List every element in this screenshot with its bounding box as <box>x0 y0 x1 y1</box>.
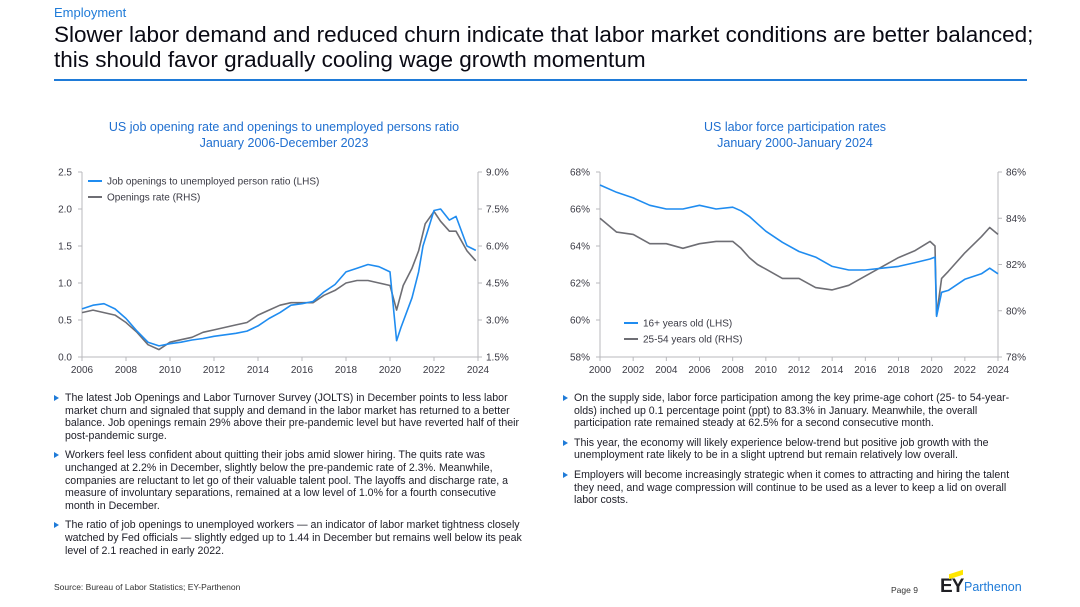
chart2-x-tick-label: 2024 <box>987 365 1010 376</box>
chart2-x-tick-label: 2022 <box>954 365 977 376</box>
chart2-x-tick-label: 2016 <box>854 365 877 376</box>
chart2-x-tick-label: 2014 <box>821 365 844 376</box>
chart2-series-1-line <box>599 184 999 318</box>
chart2-svg: 2000 2002 2004 2006 2008 2010 2012 2014 2016 2018… <box>570 168 1026 377</box>
chart2-x-tick-label: 2008 <box>722 365 745 376</box>
chart2-legend-label-1: 16+ years old (LHS) <box>643 319 732 330</box>
chart2-x-tick-label: 2012 <box>788 365 811 376</box>
chart2-y-right-tick-label: 78% <box>1006 353 1026 364</box>
ey-parthenon-logo: EY Parthenon <box>940 569 1030 598</box>
chart1-x-tick-label: 2014 <box>247 365 270 376</box>
chart1-y-right-tick-label: 7.5% <box>486 205 509 216</box>
chart1-x-tick-label: 2008 <box>115 365 138 376</box>
chart2-y-left-tick-label: 64% <box>570 242 590 253</box>
header-rule <box>54 79 1027 81</box>
chart1-title: US job opening rate and openings to unem… <box>108 120 460 134</box>
chart2-y-left-tick-label: 62% <box>570 279 590 290</box>
chart2-series-2-line <box>599 217 999 317</box>
chart1-x-tick-label: 2012 <box>203 365 226 376</box>
chart2-legend-label-2: 25-54 years old (RHS) <box>643 335 742 346</box>
chart2-y-left-tick-label: 58% <box>570 353 590 364</box>
chart1-y-right-tick-label: 6.0% <box>486 242 509 253</box>
chart2-x-tick-label: 2020 <box>921 365 944 376</box>
chart2-y-left-tick-label: 68% <box>570 168 590 179</box>
bullet-left-3: The ratio of job openings to unemployed … <box>54 519 524 557</box>
chart2-y-left-tick-label: 66% <box>570 205 590 216</box>
logo-brand: Parthenon <box>964 580 1022 594</box>
chart2-x-tick-label: 2000 <box>589 365 612 376</box>
bullet-right-2: This year, the economy will likely exper… <box>563 437 1028 462</box>
chart1-x-tick-label: 2006 <box>71 365 94 376</box>
chart1-x-tick-label: 2024 <box>467 365 490 376</box>
chart2-y-right-tick-label: 80% <box>1006 306 1026 317</box>
chart2-x-tick-label: 2002 <box>622 365 645 376</box>
bullets-right: On the supply side, labor force particip… <box>563 392 1028 514</box>
chart1-y-left-tick-label: 1.0 <box>58 279 72 290</box>
bullet-right-3: Employers will become increasingly strat… <box>563 469 1028 507</box>
page-number: Page 9 <box>891 585 918 595</box>
chart1-y-right-tick-label: 9.0% <box>486 168 509 179</box>
chart2-y-left-tick-label: 60% <box>570 316 590 327</box>
chart1-title-block: US job opening rate and openings to unem… <box>84 119 484 151</box>
chart1-svg: 2006 2008 2010 2012 2014 2016 2018 2020 2022 2024… <box>58 168 509 377</box>
chart1-legend-label-1: Job openings to unemployed person ratio … <box>107 177 319 188</box>
chart1-y-right-tick-label: 3.0% <box>486 316 509 327</box>
chart1-x-tick-label: 2022 <box>423 365 446 376</box>
chart1-y-left-tick-label: 0.0 <box>58 353 72 364</box>
chart1-y-left-tick-label: 1.5 <box>58 242 72 253</box>
chart1-y-right-tick-label: 4.5% <box>486 279 509 290</box>
chart2-x-tick-label: 2004 <box>655 365 678 376</box>
chart1-x-tick-label: 2020 <box>379 365 402 376</box>
chart2-title: US labor force participation rates <box>703 120 887 134</box>
chart1-y-left-tick-label: 0.5 <box>58 316 72 327</box>
source-note: Source: Bureau of Labor Statistics; EY-P… <box>54 582 241 592</box>
chart2-y-right-tick-label: 82% <box>1006 260 1026 271</box>
chart1-series-1-line <box>81 208 477 347</box>
chart1-subtitle: January 2006-December 2023 <box>199 136 369 150</box>
chart2-y-right-tick-label: 84% <box>1006 214 1026 225</box>
chart2-x-tick-label: 2006 <box>688 365 711 376</box>
chart2-title-block: US labor force participation rates Janua… <box>595 119 995 151</box>
logo-mark: EY <box>940 576 964 597</box>
chart1-x-tick-label: 2016 <box>291 365 314 376</box>
section-label: Employment <box>54 5 127 20</box>
chart2-y-right-tick-label: 86% <box>1006 168 1026 179</box>
chart2-x-tick-label: 2018 <box>887 365 910 376</box>
chart1-y-right-tick-label: 1.5% <box>486 353 509 364</box>
bullet-left-2: Workers feel less confident about quitti… <box>54 449 524 512</box>
chart1-series-2-line <box>81 210 477 351</box>
chart2-subtitle: January 2000-January 2024 <box>717 136 873 150</box>
chart1-y-left-tick-label: 2.0 <box>58 205 72 216</box>
bullets-left: The latest Job Openings and Labor Turnov… <box>54 392 524 564</box>
chart1-x-tick-label: 2018 <box>335 365 358 376</box>
page-headline: Slower labor demand and reduced churn in… <box>54 22 1034 72</box>
bullet-right-1: On the supply side, labor force particip… <box>563 392 1028 430</box>
bullet-left-1: The latest Job Openings and Labor Turnov… <box>54 392 524 442</box>
chart1-y-left-tick-label: 2.5 <box>58 168 72 179</box>
chart2-x-tick-label: 2010 <box>755 365 778 376</box>
chart1-x-tick-label: 2010 <box>159 365 182 376</box>
chart1-legend-label-2: Openings rate (RHS) <box>107 193 200 204</box>
